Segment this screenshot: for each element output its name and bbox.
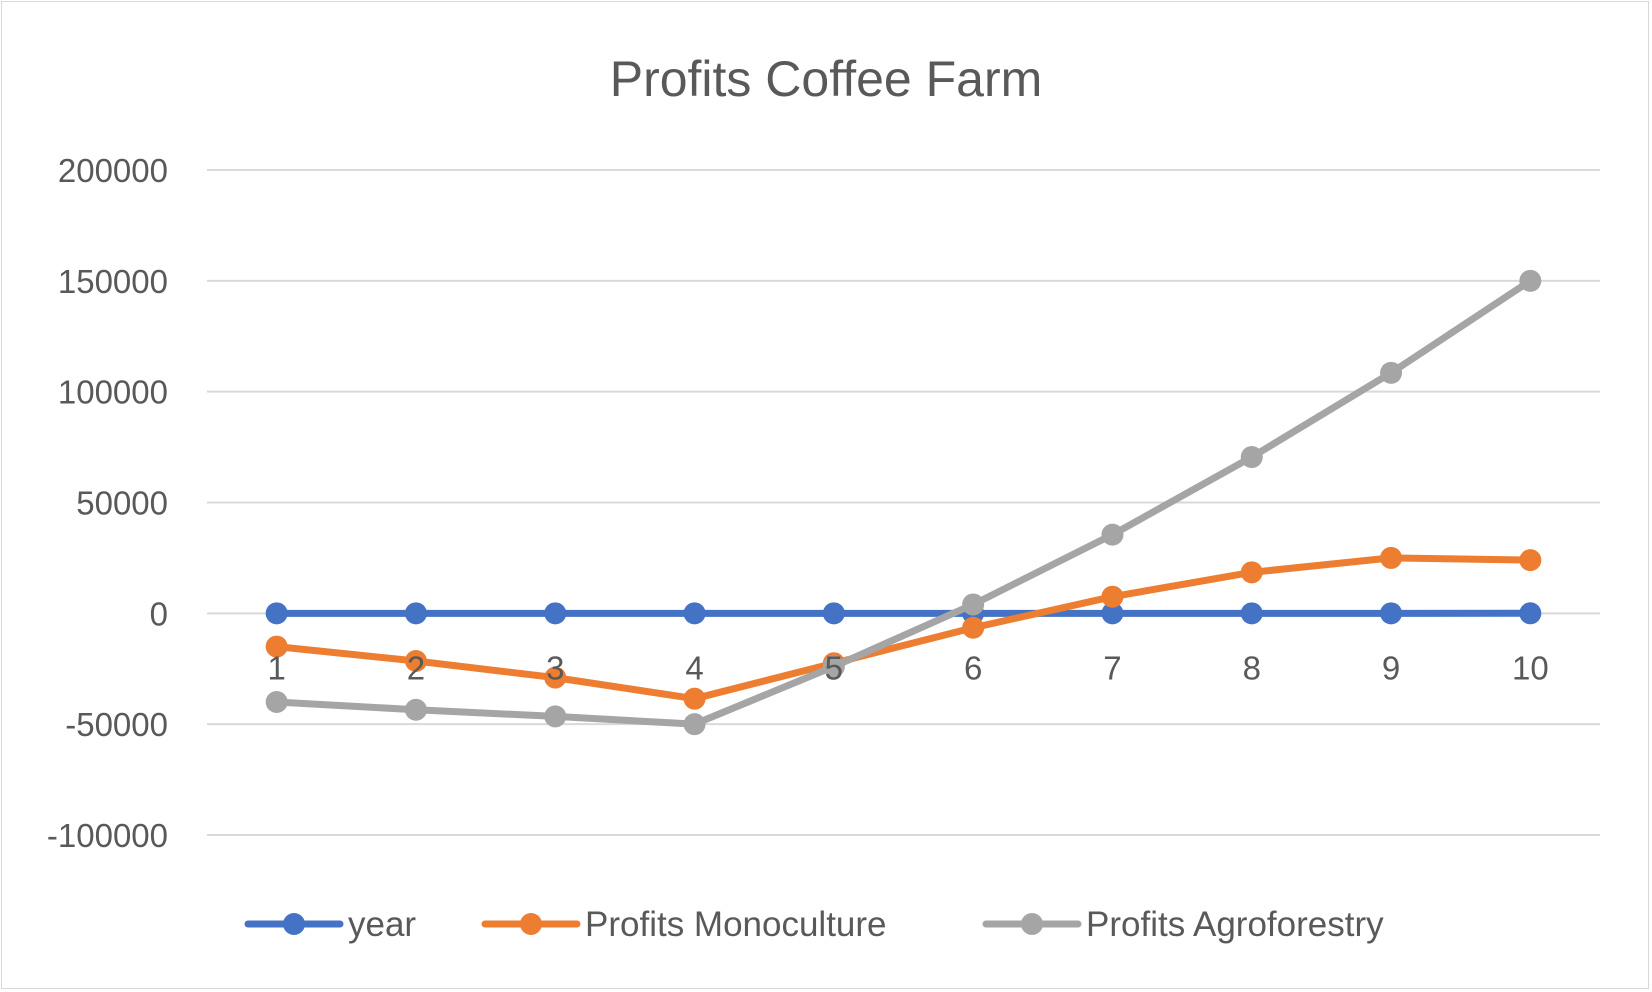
data-point[interactable]: [265, 691, 288, 713]
x-axis: 1 2 3 4 5 6 7 8 9 10: [267, 649, 1548, 686]
y-axis: 200000 150000 100000 50000 0 -50000 -100000: [47, 152, 168, 854]
data-point[interactable]: [1519, 549, 1542, 572]
data-point[interactable]: [1101, 585, 1124, 608]
x-tick-label: 6: [964, 649, 982, 686]
legend-label: Profits Agroforestry: [1086, 905, 1384, 944]
data-point[interactable]: [265, 635, 288, 658]
legend[interactable]: year Profits Monoculture Profits Agrofores…: [244, 905, 1384, 944]
x-tick-label: 10: [1512, 649, 1549, 686]
series-1: [265, 602, 1542, 625]
legend-item-1[interactable]: year: [244, 905, 416, 944]
data-point[interactable]: [683, 713, 706, 736]
data-point[interactable]: [404, 602, 427, 625]
data-point[interactable]: [1519, 269, 1542, 292]
data-point[interactable]: [683, 602, 706, 625]
data-point[interactable]: [1240, 446, 1263, 469]
data-point[interactable]: [404, 698, 427, 721]
y-tick-label: 100000: [58, 374, 168, 411]
legend-label: Profits Monoculture: [585, 905, 887, 944]
series-3: [265, 269, 1542, 736]
x-tick-label: 7: [1103, 649, 1121, 686]
data-point[interactable]: [544, 602, 567, 625]
data-point[interactable]: [1101, 523, 1124, 546]
data-point[interactable]: [1380, 602, 1403, 625]
series-group: [265, 269, 1542, 736]
data-point[interactable]: [962, 616, 985, 639]
data-point[interactable]: [544, 666, 567, 689]
x-tick-label: 9: [1382, 649, 1400, 686]
legend-item-3[interactable]: Profits Agroforestry: [982, 905, 1384, 944]
legend-swatch-marker: [520, 913, 542, 935]
data-point[interactable]: [544, 705, 567, 728]
series-line: [273, 554, 1534, 703]
legend-swatch-marker: [1021, 913, 1043, 935]
data-point[interactable]: [1380, 546, 1403, 569]
data-point[interactable]: [962, 593, 985, 616]
series-line: [273, 277, 1534, 728]
y-tick-label: 0: [150, 595, 168, 632]
data-point[interactable]: [265, 602, 288, 625]
x-tick-label: 1: [267, 649, 285, 686]
x-tick-label: 3: [546, 649, 564, 686]
data-point[interactable]: [1240, 602, 1263, 625]
x-tick-label: 4: [685, 649, 703, 686]
data-point[interactable]: [822, 655, 845, 678]
data-point[interactable]: [683, 687, 706, 710]
x-tick-label: 2: [407, 649, 425, 686]
data-point[interactable]: [1519, 602, 1542, 625]
y-tick-label: 200000: [58, 152, 168, 189]
gridlines: [207, 169, 1600, 836]
y-tick-label: 150000: [58, 263, 168, 300]
chart-title: Profits Coffee Farm: [610, 51, 1043, 107]
data-point[interactable]: [1101, 602, 1124, 625]
x-tick-label: 5: [825, 649, 843, 686]
data-point[interactable]: [404, 649, 427, 672]
series-2: [265, 546, 1542, 710]
y-tick-label: -50000: [65, 706, 168, 743]
data-point[interactable]: [1240, 561, 1263, 584]
legend-swatch-marker: [283, 913, 305, 935]
legend-label: year: [348, 905, 416, 944]
legend-item-2[interactable]: Profits Monoculture: [481, 905, 887, 944]
y-tick-label: -100000: [47, 817, 168, 854]
data-point[interactable]: [1380, 361, 1403, 384]
data-point[interactable]: [822, 602, 845, 625]
y-tick-label: 50000: [76, 485, 168, 522]
x-tick-label: 8: [1243, 649, 1261, 686]
